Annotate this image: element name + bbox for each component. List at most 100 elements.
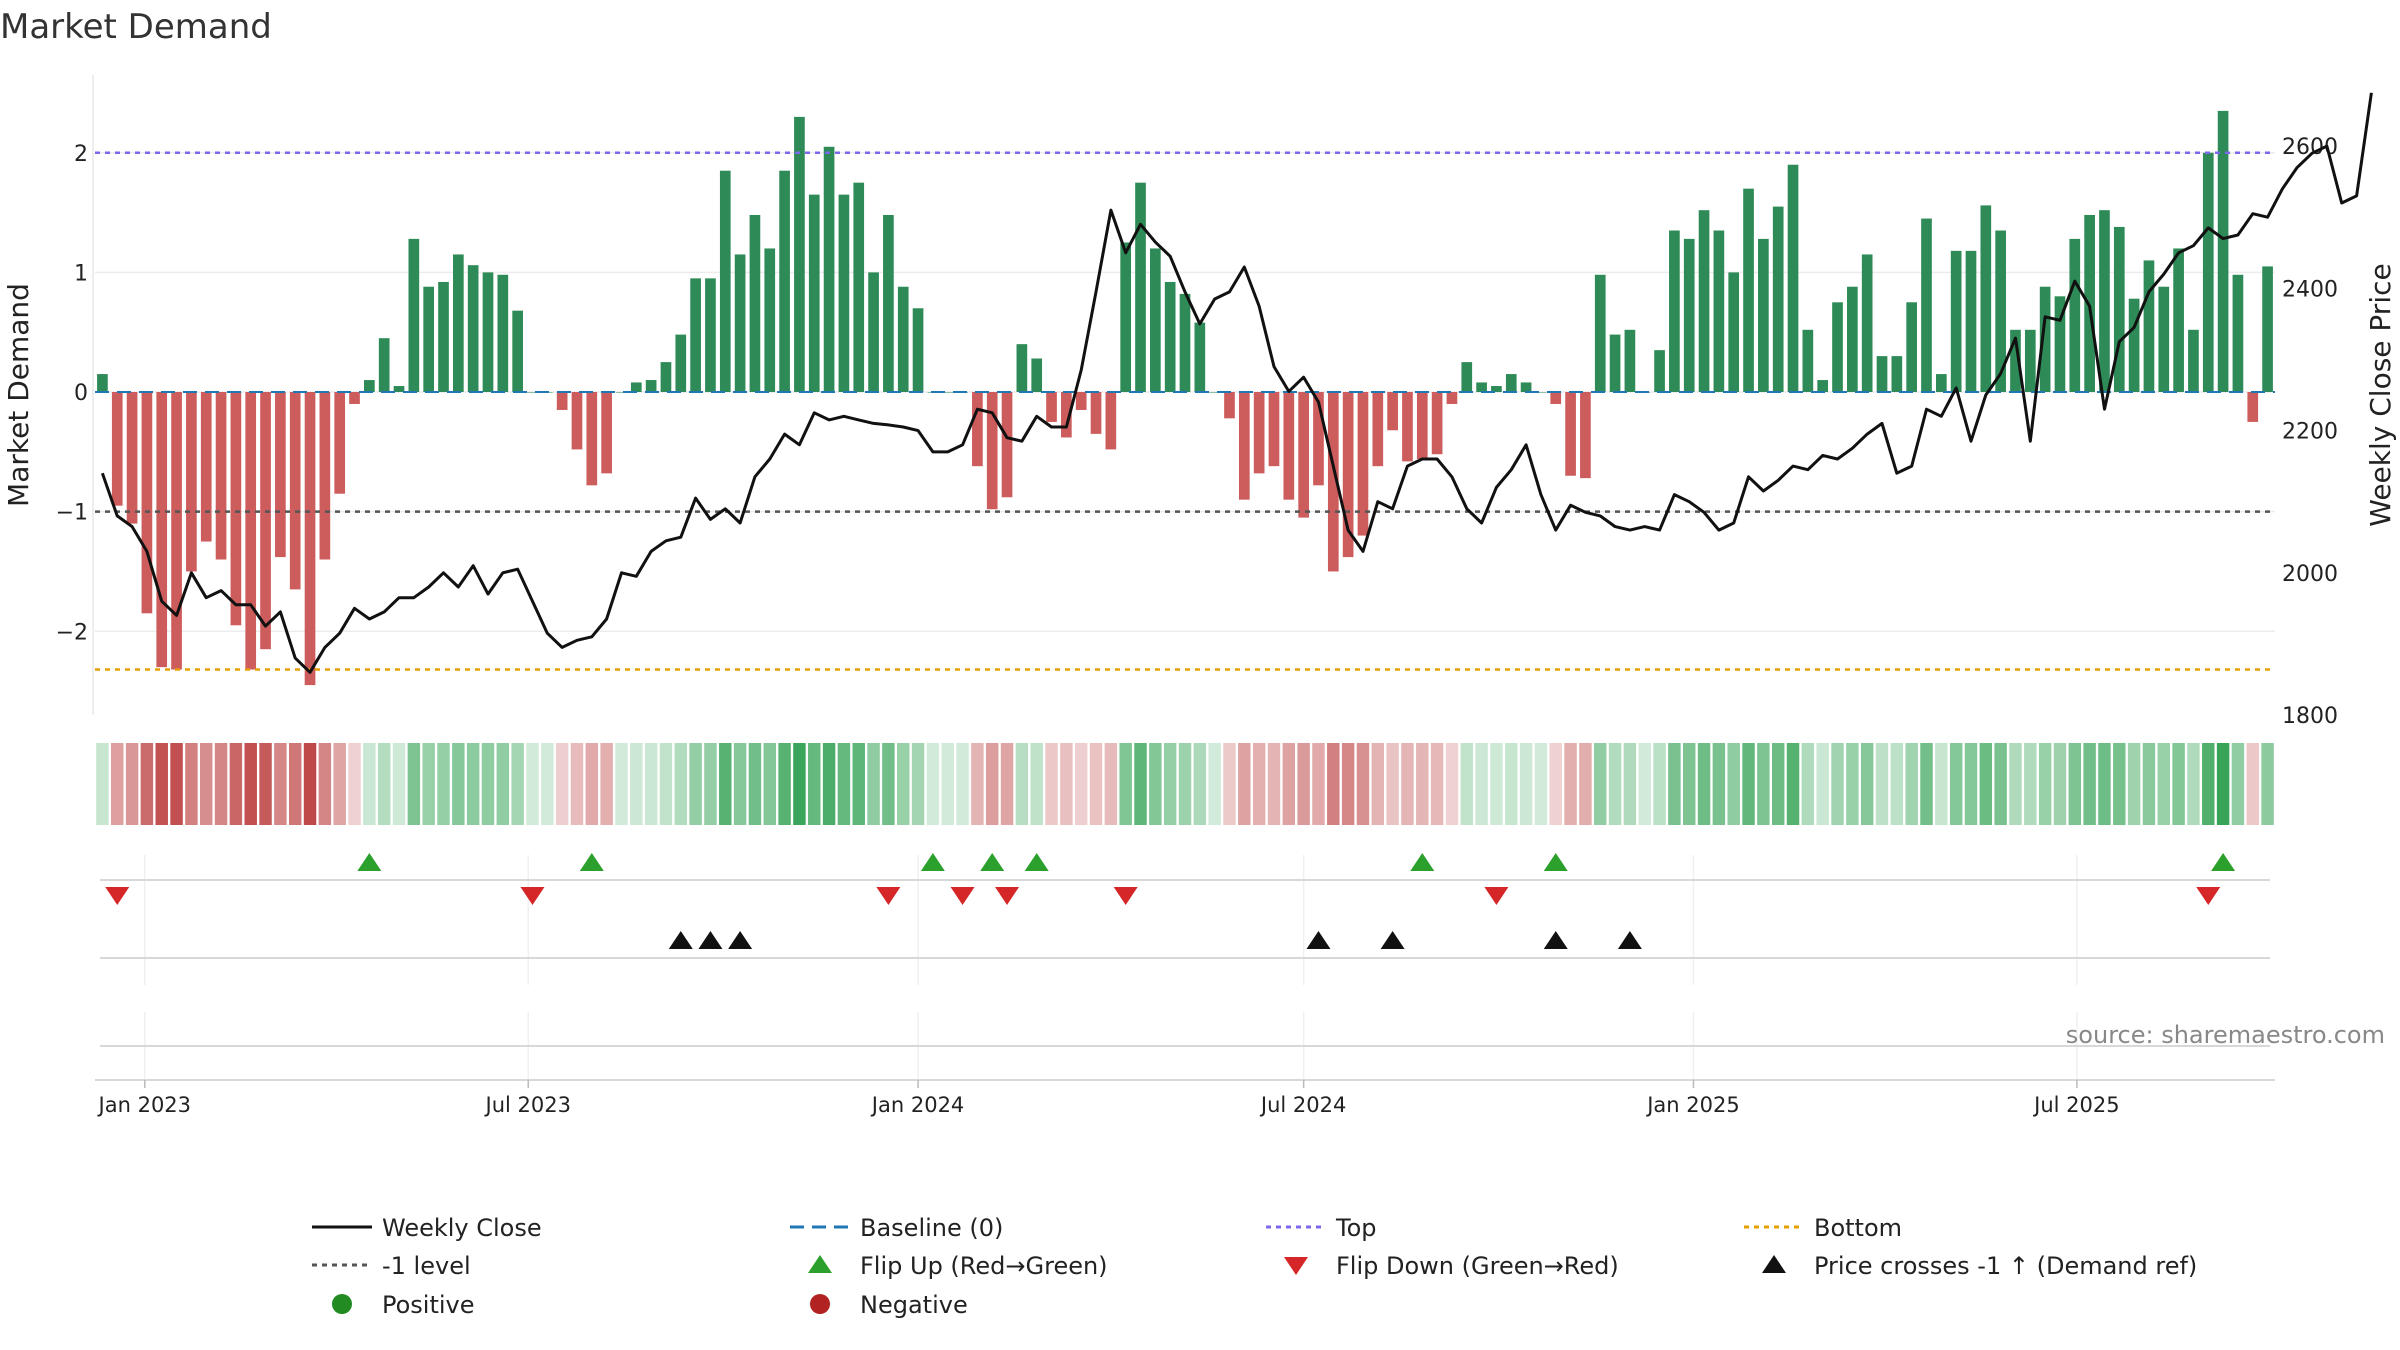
demand-bar-positive bbox=[1179, 293, 1191, 393]
demand-bar-negative bbox=[215, 392, 227, 560]
heat-strip-cell bbox=[2142, 743, 2156, 825]
heat-strip-cell bbox=[956, 743, 969, 825]
heat-strip-cell bbox=[1742, 743, 1755, 825]
demand-bar-positive bbox=[1461, 362, 1473, 393]
heat-strip-cell bbox=[1653, 743, 1666, 825]
demand-bar-positive bbox=[764, 248, 776, 393]
svg-text:Weekly Close: Weekly Close bbox=[382, 1214, 542, 1242]
flip-down-marker bbox=[105, 887, 130, 905]
y-tick-right: 2400 bbox=[2282, 277, 2338, 302]
heat-strip-cell bbox=[1149, 743, 1162, 825]
heat-strip-cell bbox=[1252, 743, 1266, 825]
svg-text:Flip Down (Green→Red): Flip Down (Green→Red) bbox=[1336, 1252, 1619, 1280]
svg-text:Bottom: Bottom bbox=[1814, 1214, 1902, 1242]
demand-bar-negative bbox=[1580, 392, 1591, 479]
triangle-up-icon bbox=[808, 1255, 832, 1273]
x-tick-label: Jul 2025 bbox=[2032, 1093, 2119, 1117]
heat-strip-cell bbox=[644, 743, 658, 825]
heat-strip-cell bbox=[570, 743, 584, 825]
heat-strip-cell bbox=[1905, 743, 1918, 825]
demand-bar-positive bbox=[2069, 238, 2081, 393]
price-cross-marker bbox=[668, 931, 693, 949]
heat-strip-cell bbox=[2053, 743, 2067, 825]
demand-bar-negative bbox=[349, 392, 360, 404]
demand-bar-positive bbox=[1802, 329, 1814, 393]
demand-bar-negative bbox=[200, 392, 212, 542]
heat-strip-cell bbox=[1994, 743, 2007, 825]
heat-strip-cell bbox=[1757, 743, 1770, 825]
heat-strip-cell bbox=[1623, 743, 1637, 825]
heat-strip-cell bbox=[392, 743, 406, 825]
demand-bar-positive bbox=[1209, 392, 1220, 393]
demand-bar-negative bbox=[986, 392, 998, 510]
demand-bar-positive bbox=[1031, 358, 1043, 393]
heat-strip-cell bbox=[1074, 743, 1088, 825]
heat-strip-cell bbox=[2024, 743, 2037, 825]
demand-bar-negative bbox=[556, 392, 568, 410]
heat-strip-cell bbox=[2202, 743, 2215, 825]
heat-strip-cell bbox=[941, 743, 954, 825]
demand-bar-negative bbox=[1416, 392, 1428, 459]
flip-up-marker bbox=[1543, 853, 1568, 871]
demand-bar-positive bbox=[512, 310, 523, 393]
demand-bar-negative bbox=[126, 392, 138, 524]
heat-strip-cell bbox=[1341, 743, 1355, 825]
demand-bar-negative bbox=[1446, 392, 1458, 404]
demand-bar-negative bbox=[1046, 392, 1057, 422]
demand-bar-positive bbox=[749, 214, 761, 393]
heat-strip-cell bbox=[1682, 743, 1696, 825]
demand-bar-positive bbox=[2262, 266, 2273, 393]
demand-bar-positive bbox=[1135, 182, 1146, 393]
demand-bar-positive bbox=[1772, 206, 1784, 393]
demand-bar-negative bbox=[2247, 392, 2259, 422]
demand-bar-negative bbox=[186, 392, 197, 572]
demand-bar-negative bbox=[334, 392, 346, 494]
x-tick-label: Jul 2023 bbox=[484, 1093, 571, 1117]
demand-bar-negative bbox=[111, 392, 123, 506]
heat-strip-cell bbox=[437, 743, 450, 825]
demand-bar-negative bbox=[1298, 392, 1309, 518]
demand-bar-negative bbox=[1238, 392, 1250, 500]
demand-bar-positive bbox=[423, 286, 435, 393]
demand-bar-positive bbox=[883, 214, 894, 393]
demand-bar-positive bbox=[1669, 230, 1680, 393]
heat-strip-cell bbox=[2038, 743, 2052, 825]
demand-bar-positive bbox=[1609, 334, 1621, 393]
demand-bar-negative bbox=[1268, 392, 1280, 467]
heat-strip-cell bbox=[1178, 743, 1192, 825]
flip-down-marker bbox=[995, 887, 1020, 905]
demand-bar-positive bbox=[1817, 380, 1829, 393]
price-cross-marker bbox=[1380, 931, 1405, 949]
heat-strip-cell bbox=[422, 743, 435, 825]
demand-bar-negative bbox=[571, 392, 583, 450]
x-tick-label: Jan 2025 bbox=[1645, 1093, 1740, 1117]
heat-strip-cell bbox=[763, 743, 776, 825]
heat-strip-cell bbox=[1549, 743, 1562, 825]
heat-strip-cell bbox=[1816, 743, 1829, 825]
heat-strip-cell bbox=[1579, 743, 1592, 825]
demand-bar-positive bbox=[452, 254, 464, 393]
demand-bar-positive bbox=[1713, 230, 1725, 393]
heat-strip-cell bbox=[733, 743, 747, 825]
demand-bar-negative bbox=[586, 392, 598, 486]
heat-strip-cell bbox=[1771, 743, 1785, 825]
demand-bar-positive bbox=[912, 308, 924, 393]
demand-bar-positive bbox=[2099, 210, 2110, 393]
flip-down-marker bbox=[1484, 887, 1509, 905]
flip-up-marker bbox=[920, 853, 945, 871]
demand-bar-positive bbox=[364, 380, 375, 393]
heat-strip-cell bbox=[1386, 743, 1399, 825]
legend-item-negative: Negative bbox=[810, 1291, 968, 1319]
y-tick-left: 2 bbox=[74, 142, 88, 167]
triangle-up-icon bbox=[1762, 1255, 1786, 1273]
demand-bar-positive bbox=[1950, 250, 1962, 393]
legend-item-bottom: Bottom bbox=[1744, 1214, 1902, 1242]
heat-strip-cell bbox=[111, 743, 124, 825]
heat-strip-cell bbox=[1401, 743, 1414, 825]
heat-strip-cell bbox=[1208, 743, 1221, 825]
flip-down-marker bbox=[520, 887, 545, 905]
heat-strip-cell bbox=[1119, 743, 1132, 825]
heat-strip-cell bbox=[2172, 743, 2185, 825]
heat-strip-cell bbox=[125, 743, 139, 825]
svg-text:-1 level: -1 level bbox=[382, 1252, 471, 1280]
